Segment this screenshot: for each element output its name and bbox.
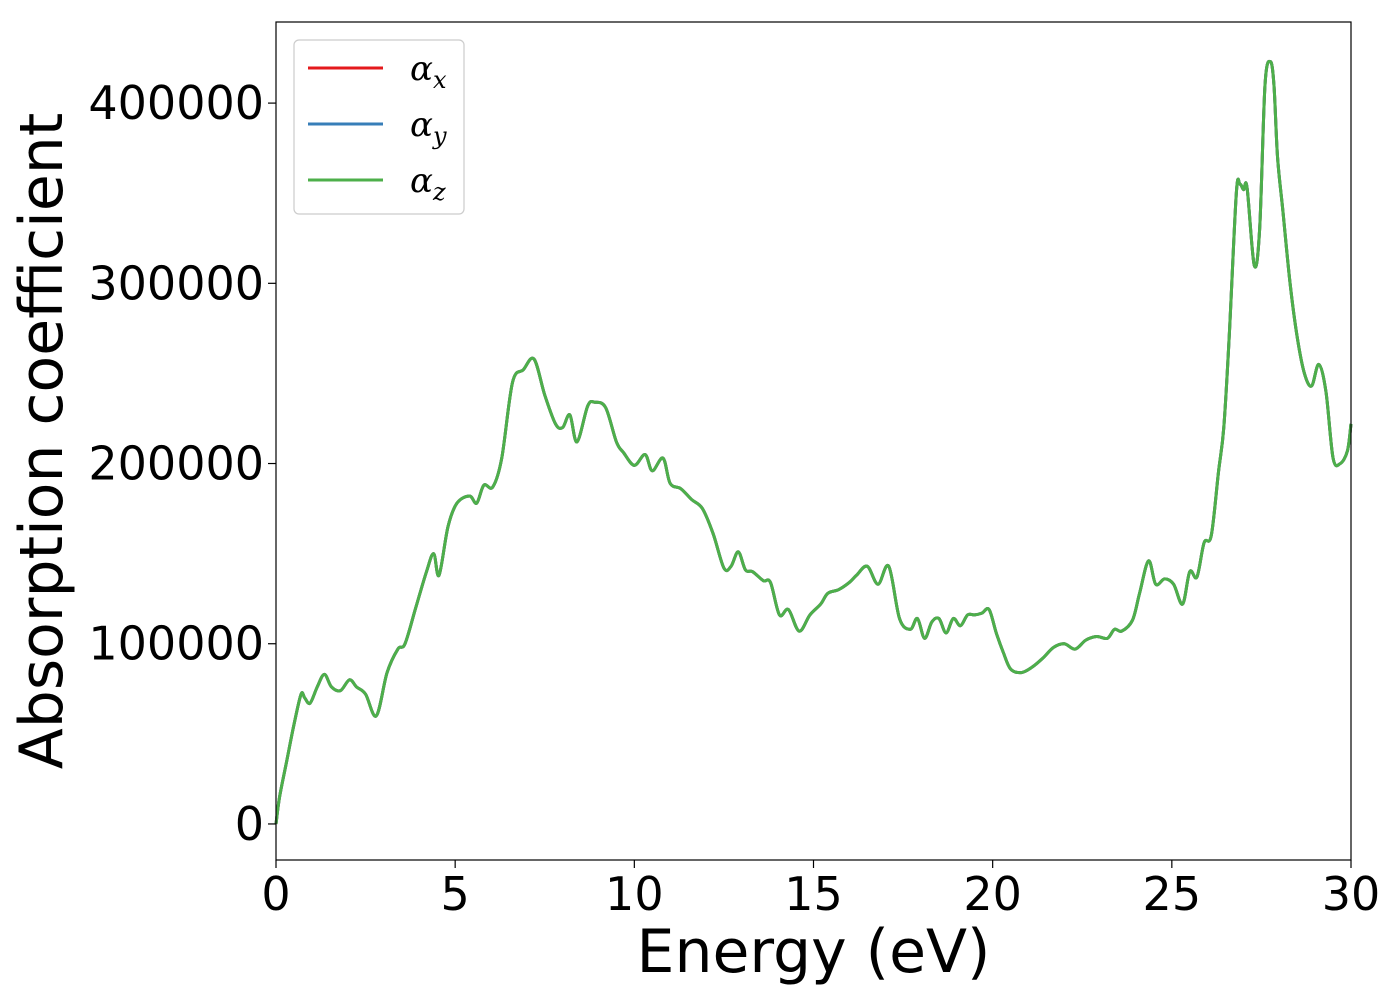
x-tick-label: 10 [605,867,664,921]
y-tick-label: 100000 [88,617,264,671]
x-axis-label: Energy (eV) [637,917,991,987]
x-tick-label: 5 [441,867,470,921]
legend-label-alpha-z: αz [410,161,446,206]
legend-label-alpha-y: αy [410,105,447,150]
y-axis-label: Absorption coefficient [7,113,77,770]
y-tick-label: 300000 [88,256,264,310]
series-line-alpha-z [274,59,1353,825]
y-tick-label: 0 [235,797,264,851]
x-tick-label: 30 [1322,867,1381,921]
axis-ticks: 0 5 10 15 20 25 30 0 100000 200000 300000 400000 [88,76,1380,921]
x-tick-label: 15 [784,867,843,921]
legend-label-alpha-x: αx [410,49,447,94]
x-tick-label: 20 [963,867,1022,921]
plot-lines [274,59,1353,825]
y-tick-label: 200000 [88,437,264,491]
x-tick-label: 0 [261,867,290,921]
y-tick-label: 400000 [88,76,264,130]
x-tick-label: 25 [1143,867,1202,921]
legend: αx αy αz [293,39,465,215]
legend-box [293,39,465,215]
